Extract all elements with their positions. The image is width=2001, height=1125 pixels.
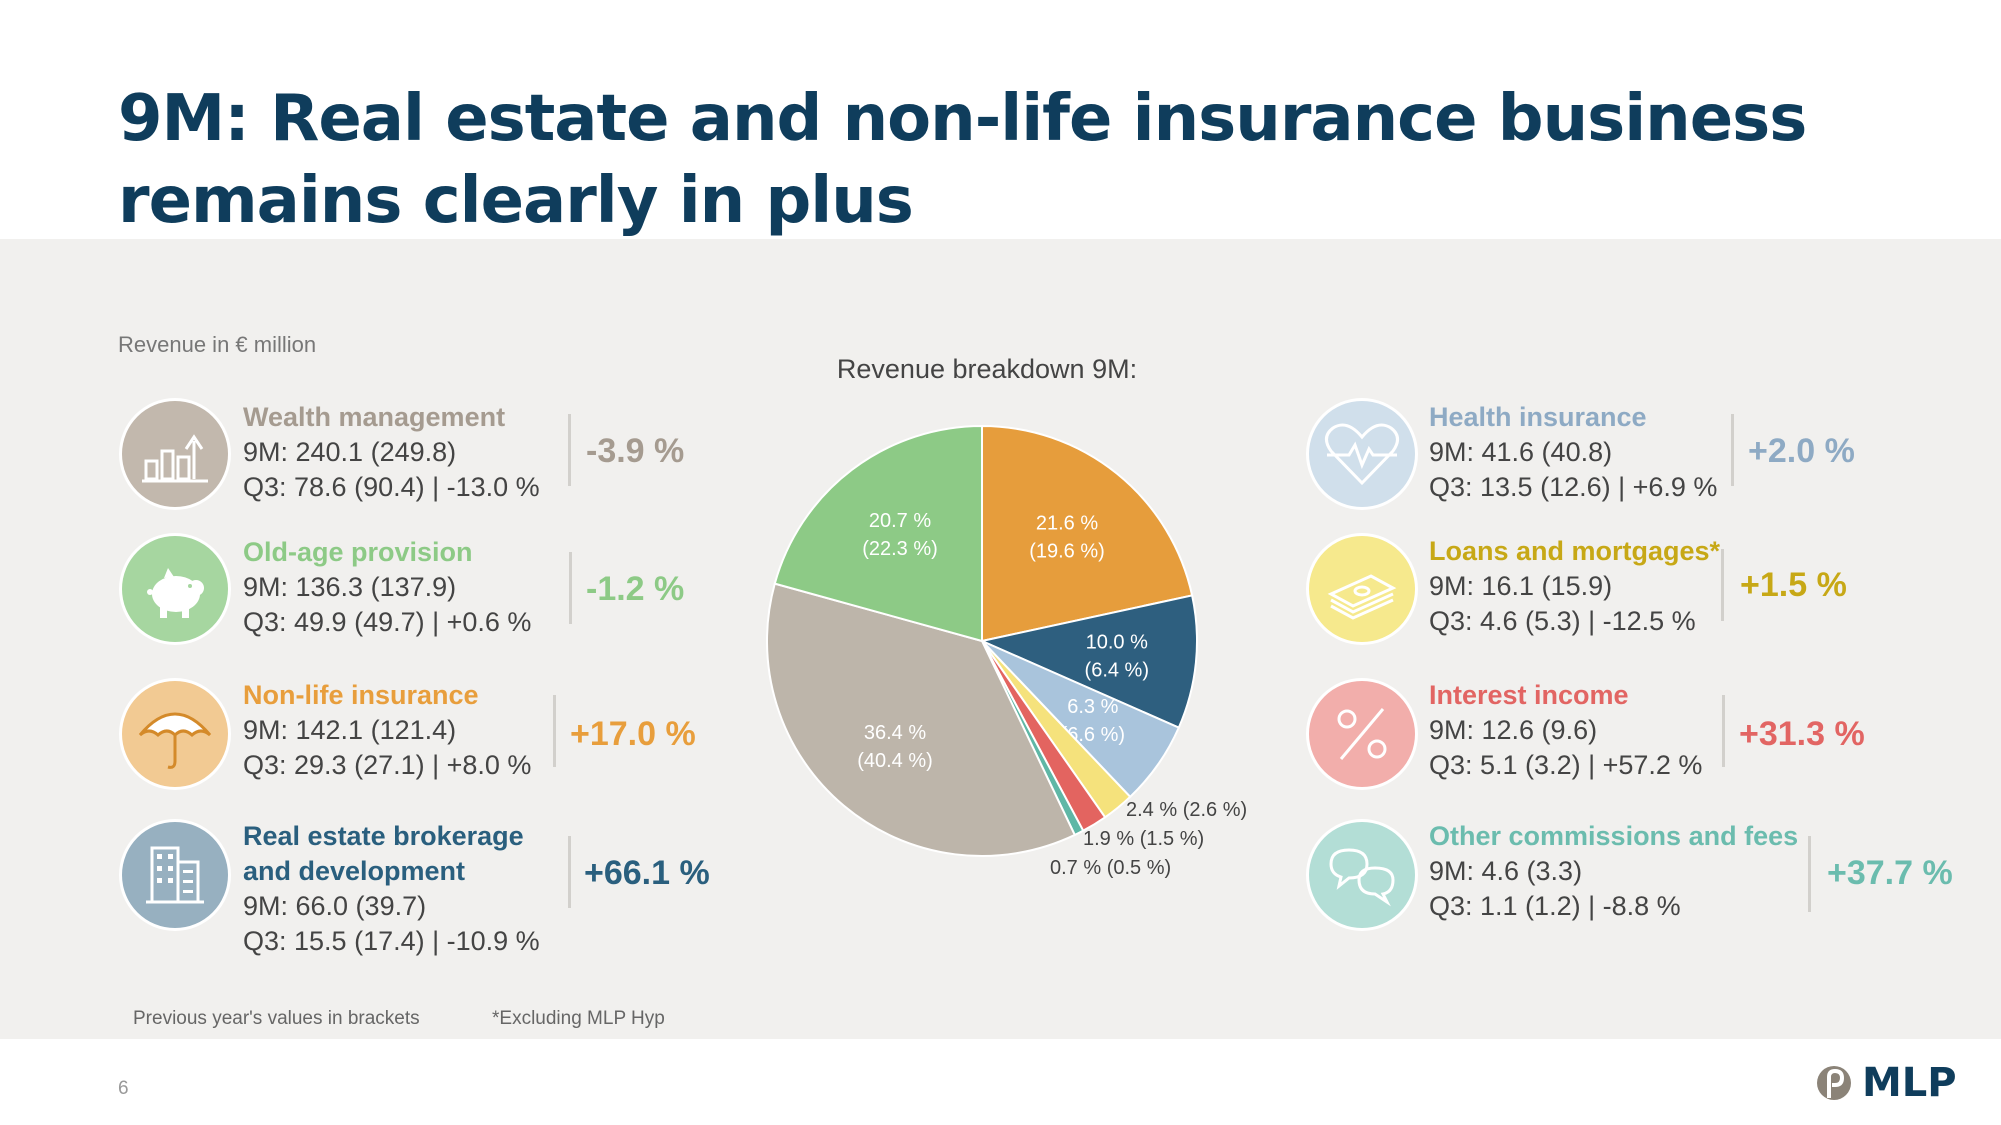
unit-label: Revenue in € million: [118, 332, 317, 357]
percent-icon: [1309, 681, 1415, 787]
heartbeat-icon: [1309, 401, 1415, 507]
segment-name: Other commissions and fees: [1429, 821, 1799, 851]
segment-q3-value: Q3: 49.9 (49.7) | +0.6 %: [243, 607, 532, 637]
segment-name: Health insurance: [1429, 402, 1647, 432]
divider: [568, 836, 571, 908]
segment-q3-value: Q3: 5.1 (3.2) | +57.2 %: [1429, 750, 1703, 780]
segment-name-line1: Real estate brokerage: [243, 821, 524, 851]
page-number: 6: [118, 1078, 129, 1099]
speech-bubbles-icon: [1309, 822, 1415, 928]
segment-change: +17.0 %: [570, 715, 696, 753]
umbrella-icon: [122, 681, 228, 787]
footnote-previous-year: Previous year's values in brackets: [133, 1008, 420, 1029]
segment-name: Old-age provision: [243, 537, 473, 567]
segment-9m-value: 9M: 16.1 (15.9): [1429, 571, 1613, 601]
building-icon: [122, 822, 228, 928]
segment-q3-value: Q3: 15.5 (17.4) | -10.9 %: [243, 926, 540, 956]
segment-change: +31.3 %: [1739, 715, 1865, 753]
chart-title: Revenue breakdown 9M:: [836, 354, 1138, 384]
segment-q3-value: Q3: 1.1 (1.2) | -8.8 %: [1429, 891, 1681, 921]
segment-change: -3.9 %: [586, 432, 685, 470]
divider: [568, 414, 571, 486]
segment-q3-value: Q3: 13.5 (12.6) | +6.9 %: [1429, 472, 1718, 502]
divider: [1808, 836, 1811, 912]
divider: [1731, 414, 1734, 486]
piggy-bank-icon: [122, 536, 228, 642]
divider: [569, 552, 572, 624]
segment-change: +2.0 %: [1748, 432, 1855, 470]
mlp-logo-icon: [1817, 1066, 1851, 1100]
page-title: 9M: Real estate and non-life insurance b…: [118, 82, 1807, 238]
segment-change: +1.5 %: [1740, 566, 1847, 604]
segment-change: -1.2 %: [586, 570, 685, 608]
segment-name: Loans and mortgages*: [1429, 536, 1721, 566]
segment-name: Non-life insurance: [243, 680, 479, 710]
divider: [1721, 549, 1724, 621]
segment-9m-value: 9M: 12.6 (9.6): [1429, 715, 1598, 745]
segment-change: +37.7 %: [1827, 854, 1953, 892]
segment-9m-value: 9M: 136.3 (137.9): [243, 572, 457, 602]
segment-q3-value: Q3: 78.6 (90.4) | -13.0 %: [243, 472, 540, 502]
segment-change: +66.1 %: [584, 854, 710, 892]
segment-9m-value: 9M: 4.6 (3.3): [1429, 856, 1583, 886]
segment-9m-value: 9M: 66.0 (39.7): [243, 891, 427, 921]
divider: [553, 695, 556, 767]
divider: [1722, 695, 1725, 767]
segment-name: Wealth management: [243, 402, 506, 432]
logo-text: MLP: [1862, 1060, 1957, 1106]
segment-name: Interest income: [1429, 680, 1629, 710]
segment-q3-value: Q3: 4.6 (5.3) | -12.5 %: [1429, 606, 1696, 636]
segment-name-line2: and development: [243, 856, 466, 886]
segment-9m-value: 9M: 240.1 (249.8): [243, 437, 457, 467]
segment-q3-value: Q3: 29.3 (27.1) | +8.0 %: [243, 750, 532, 780]
bar-chart-icon: [122, 401, 228, 507]
segment-9m-value: 9M: 142.1 (121.4): [243, 715, 457, 745]
money-icon: [1309, 536, 1415, 642]
segment-9m-value: 9M: 41.6 (40.8): [1429, 437, 1613, 467]
footnote-excluding: *Excluding MLP Hyp: [492, 1008, 665, 1029]
